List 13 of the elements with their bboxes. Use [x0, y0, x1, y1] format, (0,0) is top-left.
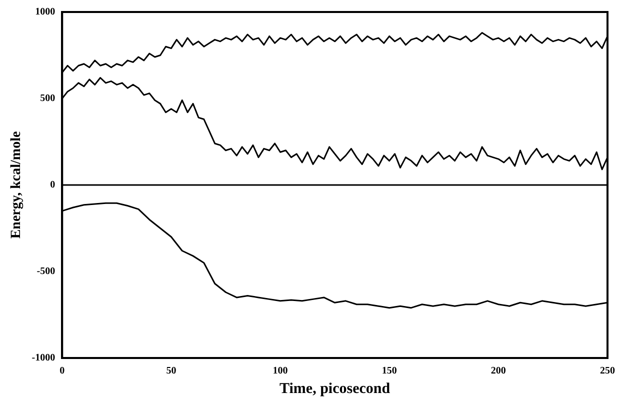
x-tick-label: 50: [166, 366, 176, 377]
y-tick-label: -1000: [32, 352, 56, 364]
x-axis-title: Time, picosecond: [280, 380, 391, 397]
y-tick-label: -500: [36, 266, 56, 278]
y-tick-label: 1000: [35, 6, 56, 18]
x-tick-label: 250: [600, 366, 615, 377]
y-tick-label: 500: [40, 93, 56, 104]
x-tick-label: 200: [490, 366, 506, 377]
x-tick-label: 0: [60, 366, 65, 377]
y-tick-label: 0: [50, 180, 56, 191]
x-tick-label: 150: [382, 366, 397, 377]
x-tick-label: 100: [272, 366, 288, 377]
y-axis-title: Energy, kcal/mole: [9, 131, 24, 239]
